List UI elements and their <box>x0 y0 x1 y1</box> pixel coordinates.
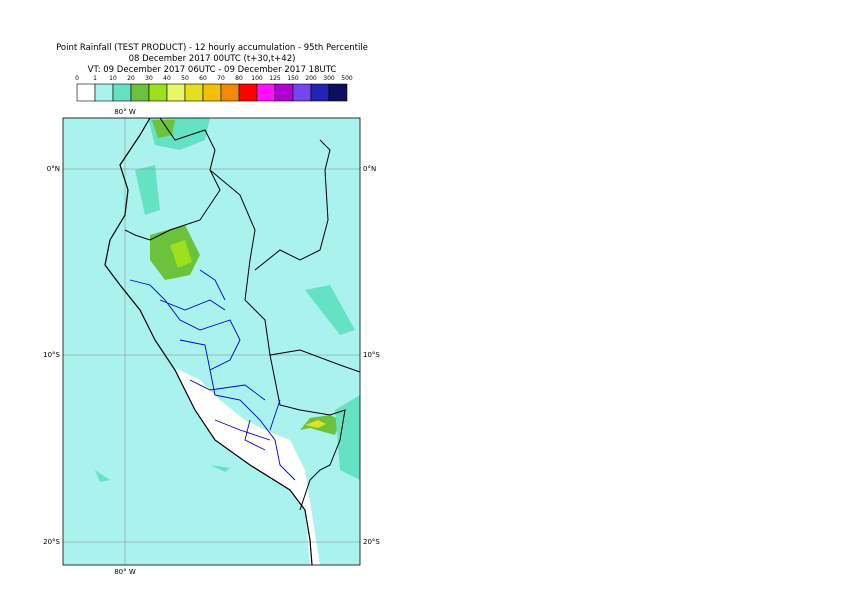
legend-label: 50 <box>181 75 189 82</box>
title: Point Rainfall (TEST PRODUCT) - 12 hourl… <box>56 43 368 53</box>
color-swatch <box>256 83 276 102</box>
legend-label: 200 <box>305 75 317 82</box>
color-swatch <box>130 83 150 102</box>
lat-label: 10°S <box>43 351 60 359</box>
legend-label: 500 <box>341 75 353 82</box>
color-swatch <box>328 83 348 102</box>
rain-area <box>305 285 355 335</box>
color-swatch <box>148 83 168 102</box>
lon-label: 80° W <box>114 108 136 116</box>
color-swatch <box>76 83 96 102</box>
color-swatch <box>274 83 294 102</box>
legend-label: 125 <box>269 75 281 82</box>
color-swatch <box>310 83 330 102</box>
lat-label: 0°N <box>363 165 376 173</box>
legend-label: 30 <box>145 75 153 82</box>
color-swatch <box>112 83 132 102</box>
colorbar: 0 1 10 20 30 40 50 60 70 80 100 125 150 200 300 500 <box>75 75 353 102</box>
lon-label: 80° W <box>114 568 136 576</box>
color-swatch <box>166 83 186 102</box>
color-swatch <box>292 83 312 102</box>
legend-label: 70 <box>217 75 225 82</box>
rain-area <box>170 240 192 268</box>
legend-label: 60 <box>199 75 207 82</box>
lat-label: 0°N <box>47 165 60 173</box>
legend-label: 20 <box>127 75 135 82</box>
rain-area <box>135 165 160 215</box>
lat-labels: 0°N 0°N 10°S 10°S 20°S 20°S <box>43 165 380 546</box>
legend-label: 100 <box>251 75 263 82</box>
map <box>63 118 360 565</box>
base-time: 08 December 2017 00UTC (t+30,t+42) <box>129 54 296 64</box>
legend-label: 300 <box>323 75 335 82</box>
coastline <box>104 118 313 565</box>
legend-label: 40 <box>163 75 171 82</box>
color-swatch <box>184 83 204 102</box>
legend-label: 0 <box>75 75 79 82</box>
legend-label: 10 <box>109 75 117 82</box>
legend-label: 1 <box>93 75 97 82</box>
rain-area <box>305 420 326 428</box>
color-swatch <box>94 83 114 102</box>
rain-area <box>95 465 230 482</box>
rain-area <box>335 395 360 480</box>
lat-label: 10°S <box>363 351 380 359</box>
ocean <box>63 380 210 565</box>
rain-area <box>152 120 175 138</box>
map-frame <box>62 117 361 566</box>
country-border <box>124 118 360 511</box>
lat-label: 20°S <box>363 538 380 546</box>
valid-time: VT: 09 December 2017 06UTC - 09 December… <box>88 65 337 75</box>
lat-label: 20°S <box>43 538 60 546</box>
dry-area <box>175 368 320 565</box>
color-swatch <box>238 83 258 102</box>
region-border <box>129 269 296 481</box>
color-swatch <box>220 83 240 102</box>
color-swatch <box>202 83 222 102</box>
legend-label: 150 <box>287 75 299 82</box>
legend-label: 80 <box>235 75 243 82</box>
